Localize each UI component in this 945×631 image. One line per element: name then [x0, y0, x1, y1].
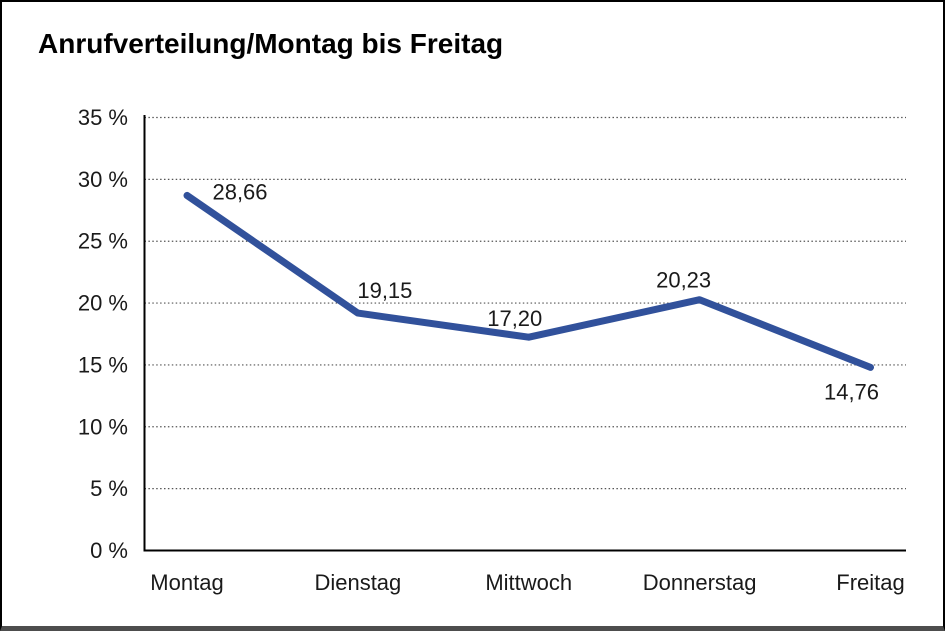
chart-title: Anrufverteilung/Montag bis Freitag: [38, 28, 504, 59]
y-tick-label: 0 %: [90, 538, 128, 563]
x-axis-label: Freitag: [836, 570, 904, 595]
x-axis-label: Donnerstag: [643, 570, 757, 595]
data-label: 28,66: [212, 179, 267, 204]
y-tick-label: 10 %: [78, 414, 128, 439]
x-axis-label: Mittwoch: [485, 570, 572, 595]
y-tick-label: 20 %: [78, 291, 128, 316]
data-label: 19,15: [357, 278, 412, 303]
y-tick-label: 25 %: [78, 229, 128, 254]
y-tick-label: 35 %: [78, 105, 128, 130]
x-axis-label: Dienstag: [314, 570, 401, 595]
data-label: 17,20: [487, 306, 542, 331]
x-axis-label: Montag: [150, 570, 223, 595]
y-tick-label: 5 %: [90, 476, 128, 501]
data-label: 14,76: [824, 379, 879, 404]
y-tick-label: 15 %: [78, 352, 128, 377]
y-tick-label: 30 %: [78, 167, 128, 192]
data-label: 20,23: [656, 268, 711, 293]
data-line: [183, 191, 874, 371]
